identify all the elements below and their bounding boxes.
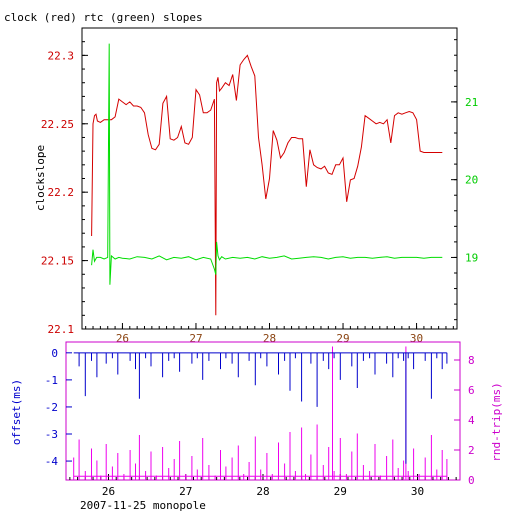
rtc-slope-line [91,43,443,285]
roundtrip-tick-label: 0 [468,474,475,487]
top-x-tick-label: 29 [336,332,349,345]
roundtrip-tick-label: 4 [468,414,475,427]
offset-tick-label: -4 [45,455,59,468]
bottom-x-tick-label: 29 [334,485,347,498]
roundtrip-axis-label: rnd-trip(ms) [490,382,503,461]
top-x-tick-label: 28 [263,332,276,345]
top-left-tick-label: 22.1 [48,323,75,336]
chart-title: clock (red) rtc (green) slopes [4,11,203,24]
top-left-tick-label: 22.3 [48,49,75,62]
x-axis-label: 2007-11-25 monopole [80,499,206,512]
top-series [91,43,443,316]
offset-spikes [78,352,448,464]
offset-axis-label: offset(ms) [10,379,23,445]
bottom-series [73,346,448,480]
top-x-tick-label: 26 [116,332,129,345]
top-right-axis: 21 20 19 [451,39,478,321]
bottom-panel: 0 -1 -2 -3 -4 8 6 4 2 0 26 27 28 29 30 offset(ms) rn… [10,341,503,512]
offset-tick-label: 0 [51,347,58,360]
top-right-tick-label: 21 [465,96,478,109]
roundtrip-tick-label: 6 [468,384,475,397]
offset-tick-label: -1 [45,374,58,387]
roundtrip-spikes [73,346,448,480]
clock-slope-line [91,54,443,316]
bottom-x-tick-label: 30 [411,485,424,498]
bottom-x-tick-label: 28 [256,485,269,498]
top-x-tick-label: 27 [189,332,202,345]
top-y-axis-label: clockslope [34,145,47,211]
roundtrip-tick-label: 8 [468,354,475,367]
bottom-x-tick-label: 26 [102,485,115,498]
top-right-tick-label: 20 [465,174,478,187]
offset-tick-label: -3 [45,428,58,441]
top-left-tick-label: 22.2 [48,186,75,199]
roundtrip-tick-label: 2 [468,444,475,457]
offset-tick-label: -2 [45,401,58,414]
top-right-tick-label: 19 [465,251,478,264]
top-x-tick-label: 30 [410,332,423,345]
top-left-axis: 22.3 22.25 22.2 22.15 22.1 [41,41,88,336]
bottom-left-axis: 0 -1 -2 -3 -4 [45,347,72,468]
bottom-right-axis: 8 6 4 2 0 [454,354,475,487]
top-left-tick-label: 22.25 [41,118,74,131]
top-left-tick-label: 22.15 [41,255,74,268]
bottom-x-tick-label: 27 [179,485,192,498]
